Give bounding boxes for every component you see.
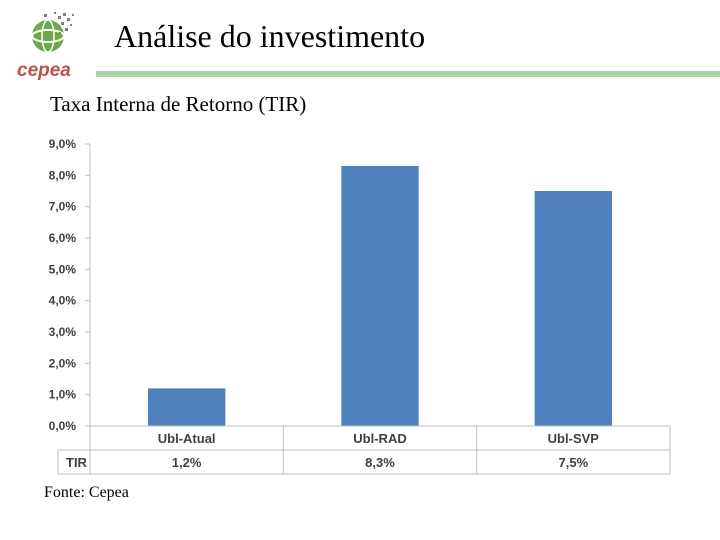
bars-group [148,165,612,426]
category-label: Ubl-Atual [158,431,216,446]
y-tick-label: 7,0% [49,200,77,214]
y-tick-label: 0,0% [49,419,77,433]
data-label: 8,3% [365,455,395,470]
category-label: Ubl-RAD [353,431,406,446]
bar [148,388,226,426]
y-tick-label: 4,0% [49,294,77,308]
page-title: Análise do investimento [114,18,426,54]
data-label: 1,2% [172,455,202,470]
series-label: TIR [66,455,88,470]
chart-container: 0,0% 1,0% 2,0% 3,0% 4,0% 5,0% 6,0% 7,0% 8,0% 9,0%… [30,124,686,484]
y-tick-label: 8,0% [49,168,77,182]
y-tick-label: 1,0% [49,388,77,402]
title-divider [96,71,720,77]
data-label: 7,5% [559,455,589,470]
data-table: Ubl-Atual 1,2% Ubl-RAD 8,3% Ubl-SVP 7,5% TIR [57,425,671,475]
cepea-logo: cepea [14,8,94,82]
source-note: Fonte: Cepea [44,484,129,501]
y-tick-label: 2,0% [49,356,77,370]
y-tick-label: 5,0% [49,262,77,276]
y-tick-label: 6,0% [49,231,77,245]
bar [341,165,419,426]
category-label: Ubl-SVP [548,431,600,446]
bar [534,191,612,426]
y-tick-label: 9,0% [49,137,77,151]
chart-subtitle: Taxa Interna de Retorno (TIR) [50,92,307,116]
y-axis: 0,0% 1,0% 2,0% 3,0% 4,0% 5,0% 6,0% 7,0% 8,0% 9,0% [49,137,91,433]
logo-text: cepea [17,60,71,81]
tir-bar-chart: 0,0% 1,0% 2,0% 3,0% 4,0% 5,0% 6,0% 7,0% 8,0% 9,0%… [49,137,671,475]
y-tick-label: 3,0% [49,325,77,339]
